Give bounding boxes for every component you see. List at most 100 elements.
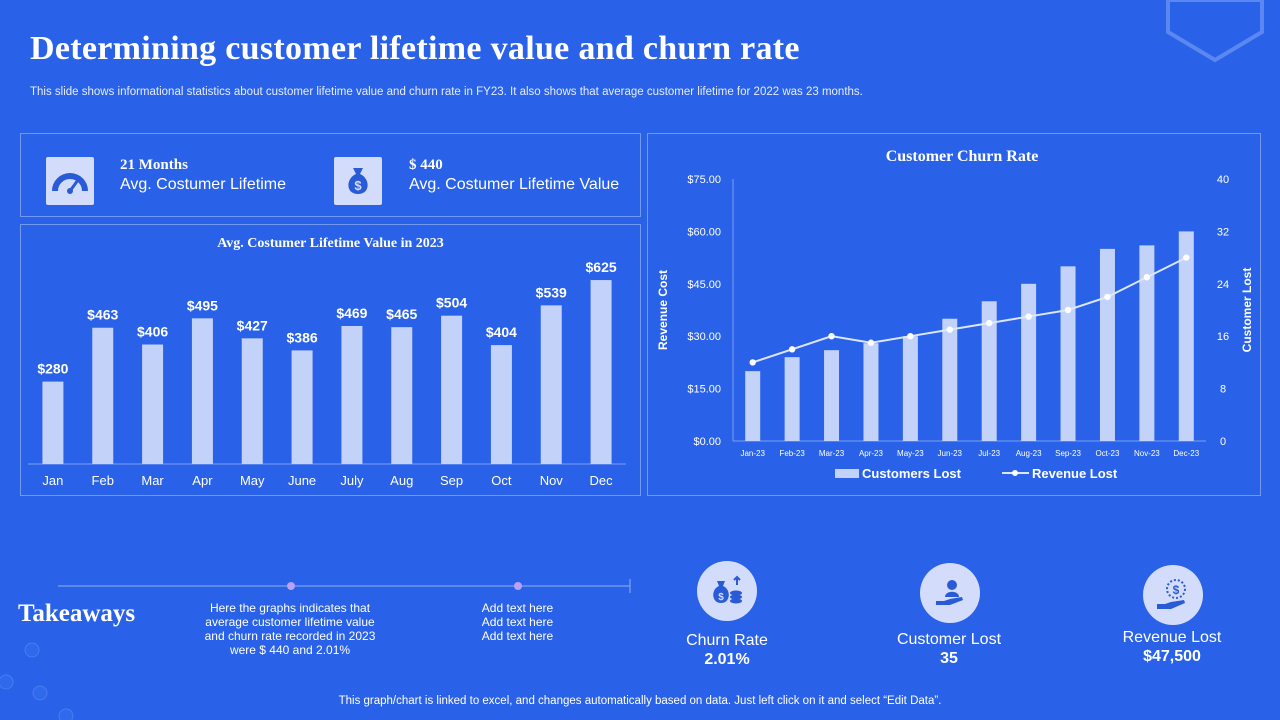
revenue-lost-point [749, 359, 756, 366]
bar-july [341, 325, 363, 464]
bar-data-label: $280 [37, 361, 68, 377]
churn-rate-value: 2.01% [704, 651, 750, 668]
kpi-panel [20, 133, 641, 217]
hand-dollar-icon: $ [1143, 565, 1203, 625]
money-coins-icon: $ [697, 561, 757, 621]
svg-text:$: $ [354, 178, 362, 193]
bar-category-label: Nov [540, 473, 564, 488]
decorative-dots [0, 642, 74, 720]
customer-lost-label: Customer Lost [896, 631, 1002, 648]
revenue-lost-point [1025, 313, 1032, 320]
bar-mar [142, 344, 164, 464]
bar-june [291, 350, 313, 464]
revenue-lost-point [1183, 254, 1190, 261]
bar-data-label: $404 [486, 324, 517, 340]
page-subtitle: This slide shows informational statistic… [30, 86, 863, 98]
lifetime-value-chart-title: Avg. Costumer Lifetime Value in 2023 [217, 236, 444, 251]
bar-data-label: $469 [336, 305, 367, 321]
bar-dec [590, 280, 612, 464]
left-axis-tick: $60.00 [687, 226, 721, 238]
churn-category-label: May-23 [897, 449, 924, 458]
timeline-line [58, 579, 631, 593]
revenue-lost-point [1104, 293, 1111, 301]
right-axis-tick: 16 [1217, 331, 1229, 343]
bar-data-label: $495 [187, 297, 218, 313]
page-title: Determining customer lifetime value and … [30, 30, 800, 67]
legend-bar-swatch [835, 469, 859, 478]
footer-note: This graph/chart is linked to excel, and… [338, 695, 942, 707]
churn-bar-nov-23 [1139, 245, 1155, 441]
bar-data-label: $427 [237, 317, 268, 333]
left-axis-tick: $15.00 [687, 384, 721, 396]
hexagon-decoration [1166, 0, 1264, 63]
bar-category-label: Jan [42, 473, 63, 488]
churn-bar-mar-23 [824, 350, 840, 441]
left-axis-tick: $75.00 [687, 174, 721, 186]
left-axis-tick: $30.00 [687, 331, 721, 343]
bar-sep [441, 315, 463, 464]
churn-chart-panel [647, 133, 1261, 496]
right-axis-tick: 0 [1220, 436, 1226, 448]
bar-data-label: $465 [386, 306, 417, 322]
right-axis-tick: 32 [1217, 226, 1229, 238]
right-axis-title: Customer Lost [1240, 268, 1254, 353]
kpi-lifetime-value: 21 Months [120, 157, 188, 173]
kpi-lifetime-value-amount: $ 440 [409, 157, 443, 173]
legend-line-marker [1012, 470, 1018, 476]
bar-category-label: Dec [590, 473, 614, 488]
left-axis-title: Revenue Cost [656, 270, 670, 350]
revenue-lost-point [1143, 274, 1151, 281]
bar-feb [92, 327, 114, 464]
churn-bar-dec-23 [1178, 231, 1194, 441]
churn-bar-jan-23 [745, 371, 761, 441]
revenue-lost-point [867, 339, 875, 346]
revenue-lost-point [986, 319, 993, 327]
bar-category-label: June [288, 473, 316, 488]
takeaway-note-1: Here the graphs indicates that average c… [204, 601, 376, 657]
churn-combo-chart: $0.00 $15.00 $30.00 $45.00 $60.00 $75.00 0 8 16 2… [656, 174, 1254, 481]
bar-category-label: July [340, 473, 364, 488]
bar-data-label: $625 [586, 259, 617, 275]
right-axis-tick: 40 [1217, 174, 1229, 186]
bar-category-label: Mar [141, 473, 164, 488]
svg-text:$: $ [1173, 583, 1180, 597]
bar-oct [490, 345, 512, 464]
churn-bar-jul-23 [981, 301, 997, 441]
churn-bar-apr-23 [863, 343, 879, 441]
revenue-lost-point [788, 346, 796, 353]
revenue-lost-point [828, 333, 835, 340]
bar-apr [191, 318, 213, 464]
kpi-lifetime-label: Avg. Costumer Lifetime [120, 176, 286, 193]
left-axis-tick: $45.00 [687, 279, 721, 291]
bar-data-label: $386 [287, 329, 318, 345]
revenue-lost-value: $47,500 [1143, 648, 1201, 665]
churn-category-label: Feb-23 [779, 449, 805, 458]
churn-category-label: Oct-23 [1095, 449, 1120, 458]
churn-bar-may-23 [902, 336, 918, 441]
svg-text:$: $ [718, 592, 724, 603]
bar-data-label: $463 [87, 307, 118, 323]
churn-chart-title: Customer Churn Rate [885, 148, 1039, 165]
churn-bar-jun-23 [942, 318, 958, 441]
speedometer-icon [46, 157, 94, 205]
bar-category-label: Oct [491, 473, 512, 488]
churn-bar-sep-23 [1060, 266, 1076, 441]
bar-category-label: Apr [192, 473, 213, 488]
kpi-lifetime-value-label: Avg. Costumer Lifetime Value [409, 176, 620, 193]
revenue-lost-point [907, 333, 914, 340]
churn-bar-oct-23 [1099, 248, 1115, 441]
revenue-lost-label: Revenue Lost [1122, 629, 1222, 646]
churn-bar-feb-23 [784, 357, 800, 441]
legend-customers-lost: Customers Lost [862, 466, 962, 481]
right-axis-tick: 8 [1220, 384, 1226, 396]
revenue-lost-point [946, 326, 953, 333]
takeaways-title: Takeaways [18, 600, 136, 627]
left-axis-tick: $0.00 [693, 436, 721, 448]
churn-bar-aug-23 [1021, 283, 1037, 441]
revenue-lost-line [752, 256, 1187, 364]
bar-data-label: $406 [137, 324, 168, 340]
bar-category-label: May [240, 473, 265, 488]
bar-category-label: Sep [440, 473, 463, 488]
churn-rate-label: Churn Rate [686, 632, 768, 649]
churn-category-label: Aug-23 [1016, 449, 1042, 458]
